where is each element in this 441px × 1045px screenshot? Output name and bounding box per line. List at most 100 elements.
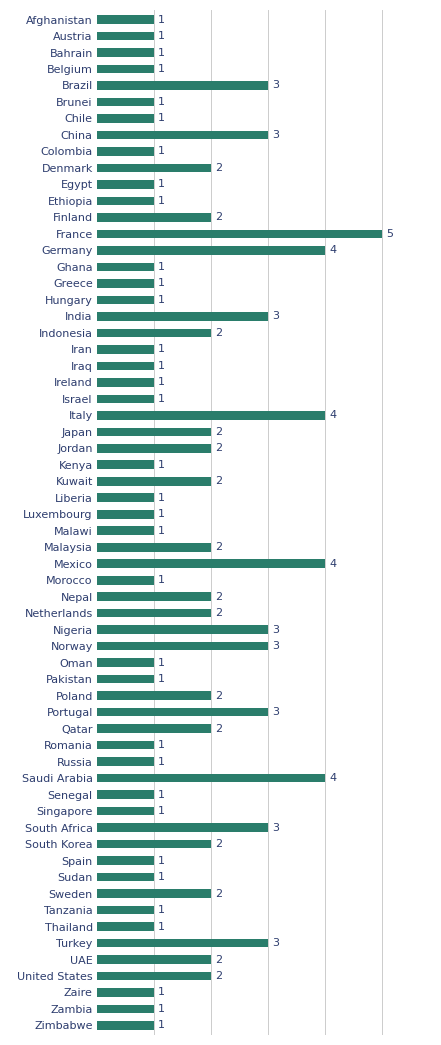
Bar [97,477,211,486]
Text: 4: 4 [329,246,336,255]
Bar [97,312,268,321]
Text: 1: 1 [158,509,165,519]
Bar [97,48,154,56]
Text: 2: 2 [215,971,222,981]
Text: 1: 1 [158,493,165,503]
Bar [97,625,268,634]
Bar [97,938,268,948]
Bar [97,131,268,139]
Bar [97,82,268,90]
Bar [97,989,154,997]
Text: 2: 2 [215,443,222,454]
Text: 2: 2 [215,723,222,734]
Text: 1: 1 [158,905,165,915]
Bar [97,493,154,502]
Text: 1: 1 [158,47,165,57]
Bar [97,279,154,287]
Bar [97,774,325,783]
Bar [97,444,211,452]
Text: 2: 2 [215,591,222,602]
Text: 1: 1 [158,195,165,206]
Text: 2: 2 [215,328,222,338]
Text: 1: 1 [158,757,165,767]
Bar [97,923,154,931]
Text: 1: 1 [158,64,165,74]
Text: 1: 1 [158,345,165,354]
Bar [97,1021,154,1029]
Bar [97,230,382,238]
Bar [97,213,211,222]
Text: 3: 3 [272,311,279,322]
Text: 1: 1 [158,740,165,750]
Text: 2: 2 [215,212,222,223]
Bar [97,510,154,518]
Text: 1: 1 [158,1021,165,1030]
Text: 1: 1 [158,1004,165,1014]
Bar [97,823,268,832]
Bar [97,180,154,189]
Bar [97,559,325,568]
Bar [97,658,154,667]
Bar [97,873,154,881]
Bar [97,741,154,749]
Bar [97,856,154,865]
Bar [97,889,211,898]
Text: 3: 3 [272,130,279,140]
Text: 3: 3 [272,625,279,634]
Bar [97,707,268,717]
Text: 1: 1 [158,806,165,816]
Text: 1: 1 [158,295,165,305]
Text: 1: 1 [158,988,165,998]
Bar [97,807,154,815]
Text: 1: 1 [158,278,165,288]
Bar [97,642,268,650]
Bar [97,692,211,700]
Bar [97,378,154,387]
Bar [97,147,154,156]
Bar [97,758,154,766]
Bar [97,362,154,370]
Bar [97,576,154,584]
Bar [97,1004,154,1014]
Bar [97,972,211,980]
Bar [97,328,211,338]
Bar [97,411,325,420]
Bar [97,840,211,849]
Text: 1: 1 [158,262,165,272]
Bar [97,395,154,403]
Text: 1: 1 [158,526,165,536]
Bar [97,262,154,271]
Text: 1: 1 [158,674,165,684]
Text: 1: 1 [158,922,165,931]
Text: 1: 1 [158,31,165,41]
Bar [97,543,211,552]
Text: 5: 5 [386,229,393,239]
Bar [97,790,154,798]
Text: 1: 1 [158,790,165,799]
Text: 1: 1 [158,394,165,403]
Text: 4: 4 [329,773,336,783]
Text: 2: 2 [215,163,222,172]
Text: 3: 3 [272,938,279,948]
Text: 1: 1 [158,15,165,24]
Text: 2: 2 [215,426,222,437]
Text: 1: 1 [158,146,165,157]
Bar [97,527,154,535]
Bar [97,345,154,353]
Bar [97,609,211,618]
Bar [97,31,154,41]
Text: 2: 2 [215,542,222,552]
Bar [97,114,154,122]
Bar [97,955,211,963]
Text: 1: 1 [158,460,165,470]
Bar [97,97,154,107]
Text: 1: 1 [158,575,165,585]
Text: 2: 2 [215,477,222,486]
Bar [97,164,211,172]
Text: 1: 1 [158,377,165,388]
Text: 1: 1 [158,97,165,107]
Text: 3: 3 [272,80,279,91]
Text: 3: 3 [272,642,279,651]
Text: 2: 2 [215,839,222,850]
Text: 2: 2 [215,888,222,899]
